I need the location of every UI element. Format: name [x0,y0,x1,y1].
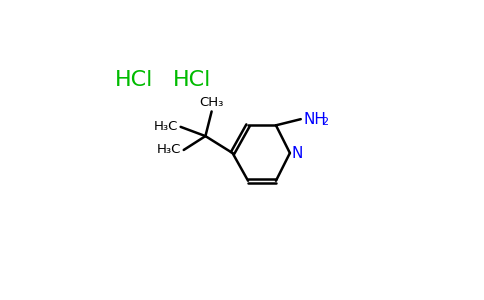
Text: HCl: HCl [173,70,212,90]
Text: CH₃: CH₃ [199,96,224,109]
Text: HCl: HCl [115,70,153,90]
Text: NH: NH [304,112,327,127]
Text: N: N [291,146,303,160]
Text: H₃C: H₃C [157,143,182,157]
Text: H₃C: H₃C [154,120,178,134]
Text: 2: 2 [321,117,328,127]
